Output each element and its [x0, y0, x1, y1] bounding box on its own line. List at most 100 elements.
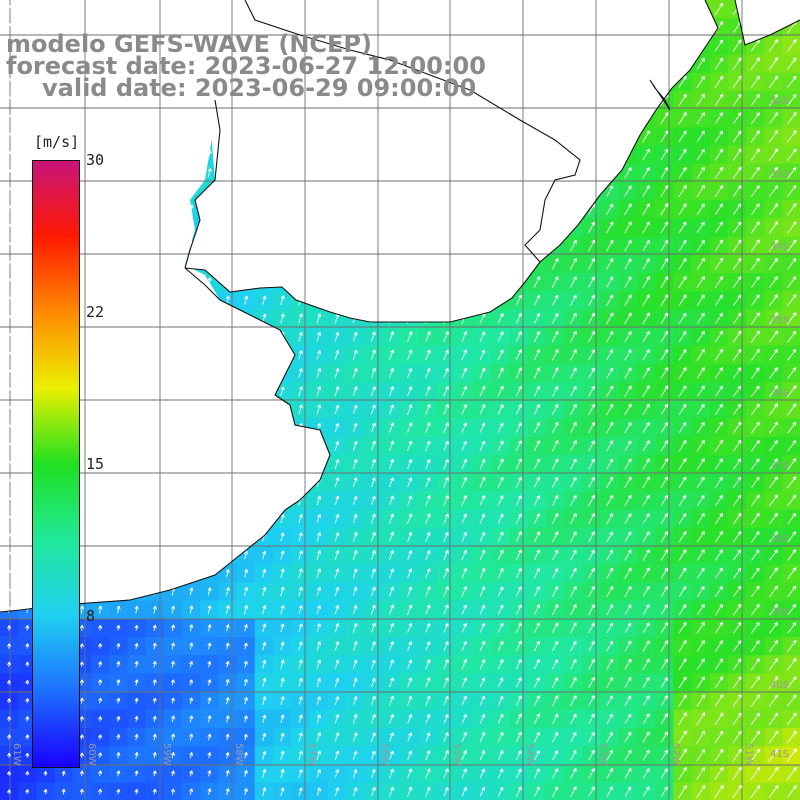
wind-vector [225, 22, 231, 33]
wind-vector [696, 21, 705, 34]
latitude-label: 40S [770, 680, 789, 691]
wind-vector [407, 40, 413, 51]
wind-vector [7, 96, 12, 104]
wind-vector [407, 21, 413, 33]
wind-vector [551, 39, 559, 52]
wind-vector [660, 2, 669, 16]
wind-vector [152, 59, 158, 69]
wind-vector [678, 39, 687, 52]
wind-vector [732, 93, 742, 107]
wind-vector [479, 39, 486, 52]
wind-vector [262, 58, 267, 69]
wind-vector [152, 77, 158, 87]
colorbar-tick-15: 15 [86, 455, 105, 473]
wind-vector [152, 4, 158, 14]
wind-vector [334, 21, 340, 33]
wind-vector [280, 58, 285, 69]
wind-vector [298, 95, 303, 105]
colorbar-tick-22: 22 [86, 303, 105, 321]
wind-vector [443, 57, 450, 70]
wind-vector [497, 39, 504, 52]
wind-vector [80, 23, 85, 32]
wind-vector [25, 4, 30, 14]
wind-vector [116, 22, 121, 32]
wind-vector [714, 93, 724, 107]
wind-vector [189, 4, 194, 14]
wind-vector [171, 4, 176, 14]
longitude-label: 52W [670, 743, 681, 766]
title-valid-date: valid date: 2023-06-29 09:00:00 [42, 74, 477, 102]
wind-vector [116, 4, 121, 14]
wind-vector [225, 40, 230, 51]
wind-vector [642, 39, 651, 52]
wind-vector [116, 77, 121, 87]
wind-vector [61, 4, 66, 14]
wind-vector [768, 2, 779, 16]
wind-vector [750, 2, 760, 16]
wind-vector [207, 40, 212, 51]
wind-vector [750, 57, 761, 70]
wind-vector [370, 40, 376, 51]
latitude-label: 39S [770, 607, 789, 618]
wind-vector [732, 75, 742, 89]
wind-vector [588, 3, 596, 15]
wind-vector [243, 22, 249, 33]
wind-vector [80, 41, 85, 50]
wind-vector [171, 95, 176, 105]
wind-vector [660, 39, 669, 52]
wind-vector [533, 3, 541, 16]
colorbar-gradient [32, 160, 80, 768]
wind-vector [280, 40, 285, 51]
wind-vector [696, 75, 705, 88]
wind-vector [98, 59, 103, 69]
wind-vector [134, 77, 139, 87]
colorbar-tick-8: 8 [86, 607, 96, 625]
wind-vector [43, 22, 48, 32]
wind-vector [696, 93, 706, 107]
wind-vector [732, 39, 742, 52]
wind-vector [207, 3, 212, 15]
wind-vector [25, 59, 30, 68]
wind-vector [80, 59, 85, 68]
wind-vector [443, 94, 449, 106]
wind-vector [533, 39, 541, 52]
wind-vector [98, 4, 103, 14]
wind-vector [298, 76, 303, 87]
wind-vector [624, 94, 632, 106]
wind-vector [171, 22, 176, 33]
wind-vector [388, 3, 395, 15]
wind-vector [388, 21, 395, 33]
wind-vector [334, 94, 340, 106]
wind-vector [479, 3, 486, 15]
longitude-label: 60W [86, 743, 97, 766]
wind-vector [768, 57, 779, 70]
wind-vector [606, 39, 614, 52]
wind-vector [624, 21, 632, 34]
wind-vector [225, 94, 231, 106]
wind-vector [334, 58, 340, 69]
wind-vector [207, 76, 212, 87]
longitude-label: 61W [11, 743, 22, 766]
wind-vector [280, 95, 285, 105]
wind-vector [461, 39, 468, 52]
wind-vector [533, 75, 541, 88]
wind-vector [425, 94, 431, 106]
longitude-label: 56W [379, 743, 390, 766]
wind-vector [152, 95, 158, 105]
wind-vector [316, 21, 322, 33]
wind-vector [25, 77, 30, 86]
wind-vector [370, 3, 377, 15]
wind-vector [243, 58, 249, 69]
wind-vector [80, 95, 85, 105]
wind-vector [134, 22, 139, 32]
longitude-label: 58W [233, 743, 244, 766]
wind-vector [7, 4, 12, 14]
wind-vector [678, 93, 687, 107]
wind-vector [497, 58, 504, 70]
wind-vector [425, 76, 431, 88]
wind-vector [171, 40, 176, 51]
wind-vector [569, 94, 577, 106]
wind-vector [298, 3, 303, 15]
wind-vector [207, 94, 212, 106]
